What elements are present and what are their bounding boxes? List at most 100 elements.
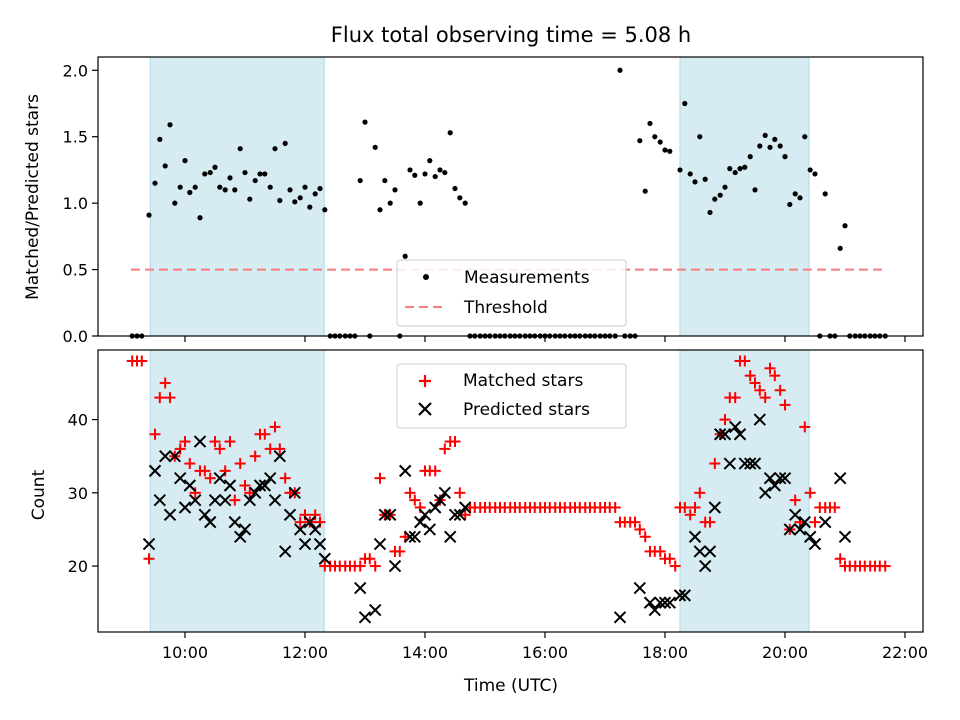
measurement-point — [407, 167, 413, 173]
predicted-star-point — [428, 501, 442, 514]
predicted-star-point — [788, 508, 802, 522]
matched-star-point — [689, 501, 701, 513]
measurement-point — [412, 172, 418, 178]
predicted-star-point — [193, 435, 207, 448]
measurement-point — [747, 154, 753, 160]
predicted-star-point — [398, 464, 412, 478]
measurement-point — [437, 167, 443, 173]
matched-star-point — [159, 377, 171, 389]
predicted-star-point — [663, 596, 677, 609]
measurement-point — [377, 207, 383, 213]
matched-star-point — [309, 509, 321, 521]
predicted-star-point — [748, 457, 762, 470]
measurement-point — [677, 167, 683, 173]
predicted-star-point — [248, 486, 262, 500]
matched-star-point — [654, 545, 666, 557]
measurement-point — [652, 134, 658, 140]
predicted-star-point — [318, 552, 332, 565]
predicted-star-point — [303, 515, 317, 529]
measurement-point — [837, 245, 843, 251]
y-tick-label: 30 — [68, 484, 88, 503]
predicted-star-point — [768, 479, 782, 492]
measurement-point — [752, 187, 758, 193]
measurement-point — [442, 169, 448, 176]
legend-threshold-label: Threshold — [463, 298, 548, 318]
legend-predicted-marker — [418, 402, 432, 416]
predicted-star-point — [733, 428, 747, 441]
predicted-star-point — [453, 508, 467, 522]
measurement-point — [282, 140, 288, 146]
predicted-star-point — [433, 493, 447, 507]
measurement-point — [757, 143, 763, 149]
predicted-star-point — [673, 589, 687, 602]
predicted-star-point — [648, 603, 662, 617]
predicted-star-point — [693, 545, 707, 558]
predicted-star-point — [313, 537, 327, 551]
matched-star-point — [224, 436, 236, 448]
predicted-star-point — [173, 471, 187, 485]
matched-star-point — [879, 560, 891, 572]
matched-star-point — [364, 553, 376, 565]
y-tick-label: 2.0 — [63, 61, 88, 80]
matched-star-point — [429, 465, 441, 477]
measurement-point — [457, 195, 463, 201]
measurement-point — [432, 173, 438, 180]
observing-window-bands — [149, 56, 810, 337]
matched-star-point — [789, 494, 801, 506]
measurement-point — [812, 171, 818, 177]
measurement-point — [647, 120, 653, 127]
matched-star-point — [634, 523, 646, 535]
measurement-point — [242, 169, 248, 176]
predicted-star-point — [378, 508, 392, 522]
matched-star-point — [404, 487, 416, 499]
measurement-point — [192, 184, 198, 190]
predicted-star-point — [358, 611, 372, 624]
predicted-star-point — [388, 559, 402, 573]
measurement-point — [427, 158, 433, 164]
predicted-star-point — [633, 581, 647, 595]
matched-star-point — [629, 516, 641, 528]
observing-window-1 — [679, 349, 810, 633]
predicted-star-point — [763, 471, 777, 485]
predicted-star-point — [713, 428, 727, 441]
measurement-point — [187, 189, 193, 196]
matched-star-point — [229, 494, 241, 506]
count-points — [126, 355, 891, 624]
measurement-point — [232, 187, 238, 193]
predicted-star-point — [688, 530, 702, 543]
matched-star-point — [179, 436, 191, 448]
matched-star-point — [136, 355, 148, 367]
plot-frame — [97, 56, 924, 337]
measurement-point — [217, 184, 223, 190]
matched-star-point — [234, 458, 246, 470]
matched-star-point — [369, 560, 381, 572]
matched-star-point — [199, 465, 211, 477]
matched-star-point — [459, 509, 471, 521]
count-legend: Matched stars Predicted stars — [396, 363, 627, 429]
matched-star-point — [799, 421, 811, 433]
plot-frame — [97, 349, 924, 633]
matched-star-point — [244, 487, 256, 499]
measurement-point — [177, 184, 183, 190]
matched-star-point — [219, 465, 231, 477]
predicted-star-point — [698, 559, 712, 573]
predicted-star-point — [263, 471, 277, 485]
x-axis-label: Time (UTC) — [463, 676, 558, 696]
matched-star-point — [739, 355, 751, 367]
measurement-point — [687, 171, 693, 177]
matched-star-point — [754, 384, 766, 396]
measurement-point — [637, 138, 643, 144]
measurement-point — [722, 184, 728, 190]
predicted-star-point — [753, 413, 767, 426]
count-panel: 20 30 40 10:00 12:00 14:00 16:00 18:00 20:00 22:0… — [29, 349, 928, 696]
matched-star-point — [164, 392, 176, 404]
measurement-point — [317, 185, 323, 192]
measurement-point — [402, 253, 408, 259]
predicted-star-point — [758, 486, 772, 500]
x-tick-label: 16:00 — [522, 643, 568, 662]
predicted-star-point — [743, 457, 757, 470]
y-tick-label: 0.0 — [63, 327, 88, 346]
legend-measurements-marker — [423, 274, 429, 280]
measurement-point — [667, 148, 673, 154]
measurement-point — [267, 184, 273, 190]
